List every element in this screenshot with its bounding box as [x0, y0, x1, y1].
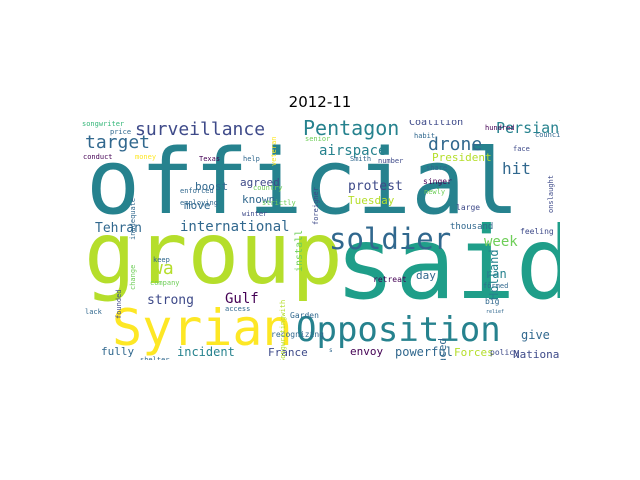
- word: songwriter: [82, 120, 125, 128]
- word: big: [485, 297, 500, 306]
- word: Revolutionary: [558, 219, 560, 306]
- word: powerful: [395, 345, 453, 359]
- word: drone: [428, 134, 483, 155]
- word: Persian: [496, 120, 560, 137]
- word: thousand: [450, 222, 494, 232]
- word: veteran: [270, 136, 278, 167]
- word: Smith: [350, 155, 372, 163]
- word: day: [416, 269, 436, 282]
- word: Songwritingwith: [279, 299, 287, 360]
- word: Pentagon: [303, 120, 400, 140]
- word: policy: [490, 348, 519, 357]
- word: recognizing: [271, 330, 324, 339]
- word: face: [513, 145, 530, 153]
- word: access: [225, 305, 251, 313]
- word: enforced: [180, 187, 214, 195]
- word: habit: [414, 132, 436, 140]
- word: retreat: [373, 275, 407, 284]
- word: France: [268, 346, 308, 359]
- word: Gulf: [225, 291, 259, 307]
- word: hundred: [485, 124, 515, 132]
- word: employing: [180, 199, 218, 207]
- word: number: [378, 157, 404, 165]
- word: protest: [348, 179, 403, 194]
- word: founded: [115, 289, 123, 320]
- word: wa: [152, 258, 174, 279]
- word: foreigner: [312, 186, 320, 225]
- word: Garden: [290, 311, 319, 320]
- word: fully: [101, 345, 135, 358]
- word: Tuesday: [348, 194, 395, 207]
- word: ran: [485, 267, 507, 281]
- word: price: [110, 128, 132, 136]
- word: company: [150, 279, 180, 287]
- word: target: [85, 132, 151, 153]
- word: incident: [177, 345, 235, 359]
- word: money: [135, 153, 157, 161]
- word: Syrian: [112, 299, 293, 357]
- word: council: [535, 131, 560, 139]
- word: inadequate: [129, 197, 137, 240]
- word: known: [242, 193, 276, 206]
- word: senior: [305, 135, 331, 143]
- word: formed: [483, 282, 509, 290]
- word: shelter: [140, 356, 170, 361]
- word: hit: [502, 159, 531, 178]
- word: conduct: [83, 153, 113, 161]
- word: President: [432, 151, 492, 164]
- chart-title: 2012-11: [288, 93, 352, 111]
- word: National: [513, 348, 560, 360]
- word: s: [329, 347, 333, 354]
- word: strictly: [262, 199, 296, 207]
- word: surveillance: [135, 120, 266, 140]
- word: Holland: [487, 249, 501, 301]
- word: keep: [153, 256, 170, 264]
- word: Opposition: [296, 310, 501, 350]
- word: boost: [195, 180, 229, 193]
- word: lack: [85, 308, 102, 316]
- word: give: [521, 328, 550, 342]
- word: large: [456, 203, 481, 212]
- word: share: [426, 164, 448, 172]
- word: install: [294, 229, 305, 272]
- word: country: [253, 184, 283, 192]
- word: airspace: [319, 143, 387, 159]
- word: relief: [486, 309, 505, 315]
- word: agreed: [240, 176, 280, 189]
- word: embraced: [436, 338, 449, 360]
- word: envoy: [350, 345, 384, 358]
- word: change: [129, 264, 137, 291]
- word: said: [335, 205, 560, 322]
- word: official: [86, 130, 520, 235]
- word: Texas: [199, 155, 221, 163]
- word: soldier: [329, 222, 452, 256]
- word: help: [243, 155, 260, 163]
- word: move: [184, 199, 211, 212]
- word: week: [484, 234, 518, 250]
- word: newly: [424, 188, 446, 196]
- word: singer: [423, 177, 452, 186]
- word: Coalition: [409, 120, 464, 128]
- word: international: [180, 219, 290, 235]
- word-cloud: official said group Syrian Opposition so…: [80, 120, 560, 360]
- word: Forces: [454, 346, 494, 359]
- word: strong: [147, 293, 194, 308]
- word: onslaught: [547, 174, 555, 213]
- word: group: [84, 204, 343, 304]
- word: winter: [242, 210, 268, 218]
- word: feeling: [520, 227, 554, 236]
- word: Tehran: [95, 221, 142, 236]
